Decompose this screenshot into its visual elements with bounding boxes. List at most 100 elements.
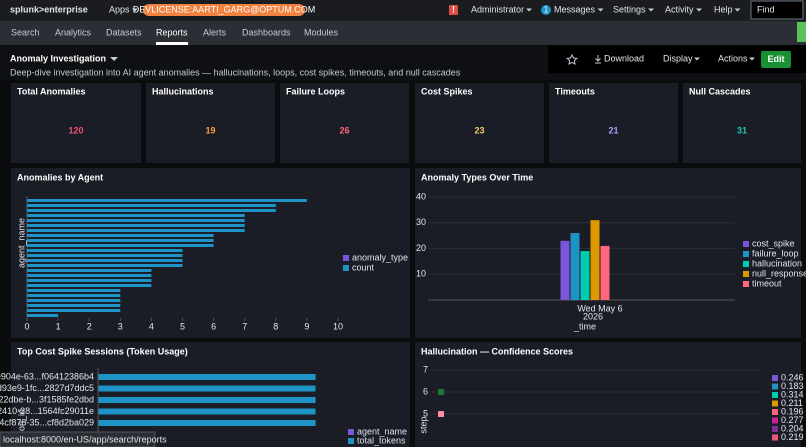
app-nav-item[interactable]: Datasets bbox=[106, 27, 142, 37]
legend-label: 0.246 bbox=[781, 372, 804, 382]
bar bbox=[27, 274, 152, 277]
active-underline bbox=[156, 42, 189, 45]
legend-label: timeout bbox=[752, 278, 782, 288]
x-tick-label: 1 bbox=[56, 321, 61, 331]
alert: ! bbox=[452, 4, 455, 14]
button[interactable]: Actions bbox=[718, 53, 748, 63]
tile-value: 21 bbox=[608, 125, 618, 135]
legend-label: 0.314 bbox=[781, 389, 804, 399]
legend-label: hallucination bbox=[752, 258, 802, 268]
app-nav-item[interactable]: Reports bbox=[156, 27, 188, 37]
subtitle: Deep-dive investigation into AI agent an… bbox=[10, 67, 461, 77]
app-nav-item[interactable]: Dashboards bbox=[242, 27, 291, 37]
edit-button[interactable] bbox=[761, 51, 791, 68]
bar bbox=[27, 229, 245, 232]
button[interactable]: Edit bbox=[768, 54, 785, 64]
legend-label: 0.196 bbox=[781, 406, 804, 416]
x-tick-label: 8 bbox=[273, 321, 278, 331]
x-axis-label: _time bbox=[573, 321, 596, 331]
caret bbox=[749, 57, 756, 61]
side-tab[interactable] bbox=[797, 22, 806, 42]
button[interactable]: Display bbox=[663, 53, 693, 63]
y-tick-label: 20 bbox=[416, 243, 426, 253]
bar bbox=[98, 408, 316, 415]
bar bbox=[27, 309, 121, 312]
panel-title: Anomalies by Agent bbox=[17, 172, 103, 182]
app-nav-item[interactable]: Modules bbox=[304, 27, 339, 37]
tile-label: Cost Spikes bbox=[421, 86, 473, 96]
bar bbox=[560, 240, 570, 300]
bar bbox=[27, 289, 121, 292]
bar bbox=[27, 269, 152, 272]
app-nav-item[interactable]: Search bbox=[11, 27, 40, 37]
x-tick-label: 10 bbox=[333, 321, 343, 331]
y-tick-label: 7c4cf878-35...cf8d2ba029 bbox=[0, 417, 94, 427]
bar bbox=[27, 259, 183, 262]
caret bbox=[734, 8, 741, 12]
x-tick-label: 7 bbox=[242, 321, 247, 331]
bar bbox=[27, 299, 121, 302]
tile bbox=[415, 83, 544, 163]
bar bbox=[27, 204, 276, 207]
bar bbox=[27, 214, 245, 217]
nav-item[interactable]: Messages bbox=[554, 4, 596, 14]
alert-icon bbox=[449, 5, 458, 15]
app-nav-item[interactable]: Analytics bbox=[55, 27, 92, 37]
app-nav-item[interactable]: Alerts bbox=[203, 27, 227, 37]
bar bbox=[580, 251, 590, 300]
nav-item[interactable]: Administrator bbox=[471, 4, 524, 14]
bar bbox=[27, 244, 214, 247]
nav-item[interactable]: Settings bbox=[613, 4, 646, 14]
legend-swatch bbox=[772, 409, 778, 415]
status-bar bbox=[0, 431, 156, 447]
legend-swatch bbox=[743, 251, 749, 257]
legend-label: 0.204 bbox=[781, 423, 804, 433]
panel-title: Top Cost Spike Sessions (Token Usage) bbox=[17, 346, 188, 356]
find-box[interactable] bbox=[750, 0, 804, 20]
caret bbox=[526, 8, 533, 12]
legend-swatch bbox=[772, 426, 778, 432]
tile bbox=[549, 83, 678, 163]
nav-item[interactable]: Activity bbox=[665, 4, 694, 14]
app-bar bbox=[0, 21, 806, 45]
x-tick-label: 2026 bbox=[583, 311, 603, 321]
find[interactable]: Find bbox=[757, 4, 775, 14]
nav-item[interactable]: Apps bbox=[109, 4, 130, 14]
panel-title: Hallucination — Confidence Scores bbox=[421, 346, 573, 356]
bar bbox=[590, 220, 600, 300]
nav-item[interactable]: Help bbox=[714, 4, 733, 14]
y-tick-label: 7f932410-28...1564fc29011e bbox=[0, 406, 94, 416]
caret bbox=[597, 8, 604, 12]
legend-swatch bbox=[772, 417, 778, 424]
x-tick-label: 6 bbox=[211, 321, 216, 331]
legend-label: total_tokens bbox=[357, 435, 406, 445]
y-tick-label: 39ce904e-63...f06412386b4 bbox=[0, 371, 94, 381]
legend-label: anomaly_type bbox=[352, 252, 408, 262]
tile-value: 23 bbox=[474, 125, 484, 135]
bar bbox=[27, 209, 276, 212]
tile-label: Hallucinations bbox=[152, 86, 214, 96]
x-tick-label: Wed May 6 bbox=[577, 303, 622, 313]
bar bbox=[27, 239, 214, 242]
legend-swatch bbox=[772, 434, 778, 441]
logo: splunk>enterprise bbox=[10, 4, 88, 14]
bar bbox=[27, 249, 183, 252]
license: DEVLICENSE:AARTI_GARG@OPTUM.COM bbox=[133, 4, 316, 14]
tile-label: Null Cascades bbox=[689, 86, 751, 96]
bar bbox=[98, 385, 316, 392]
caret bbox=[696, 8, 703, 12]
legend-label: 0.277 bbox=[781, 415, 804, 425]
legend-label: agent_name bbox=[357, 426, 407, 436]
tile-label: Timeouts bbox=[555, 86, 595, 96]
star-icon[interactable] bbox=[566, 53, 578, 65]
button[interactable]: Download bbox=[604, 53, 644, 63]
panel bbox=[415, 342, 801, 447]
y-tick-label: 67822dbe-b...3f1585fe2dbd bbox=[0, 394, 94, 404]
legend-swatch bbox=[743, 281, 749, 287]
y-tick-label: 30 bbox=[416, 217, 426, 227]
y-tick-label: 40 bbox=[416, 191, 426, 201]
legend-label: cost_spike bbox=[752, 238, 795, 248]
legend-swatch bbox=[743, 261, 749, 267]
badge bbox=[541, 5, 551, 15]
download-icon[interactable] bbox=[595, 55, 601, 64]
